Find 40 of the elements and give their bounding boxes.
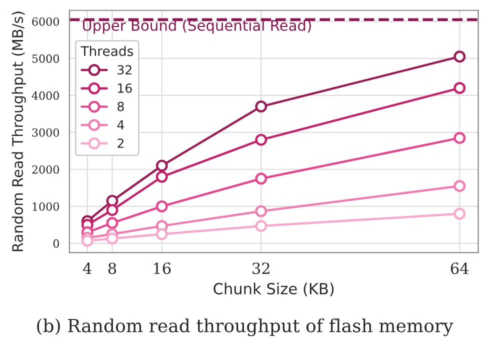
point (255, 205, 268, 218)
y-tick-label: 4000 (32, 91, 59, 100)
point (454, 132, 466, 144)
point (156, 170, 168, 183)
point (454, 180, 466, 192)
x-tick-label: 4 (83, 262, 92, 274)
text: (b) Random read throughput of flash memory (37, 318, 454, 336)
y-tick-label: 1000 (32, 202, 59, 211)
point (156, 200, 168, 212)
legend-label: 4 (117, 120, 124, 130)
point (454, 50, 466, 63)
point (106, 204, 118, 216)
x-axis-title: Chunk Size (KB) (214, 282, 334, 296)
point (156, 228, 168, 240)
legend-label: 8 (118, 102, 124, 112)
point (156, 160, 168, 172)
legend-label: 16 (118, 83, 132, 93)
point (255, 134, 268, 146)
legend-label: 2 (118, 138, 124, 148)
y-tick-label: 3000 (32, 128, 59, 137)
point (81, 234, 94, 247)
legend-label: 32 (118, 65, 132, 75)
point (255, 220, 268, 232)
y-tick-label: 6000 (32, 17, 59, 26)
y-tick-label: 0 (53, 239, 59, 248)
point (106, 232, 118, 244)
x-tick-label: 8 (108, 262, 116, 274)
legend-title: Threads (80, 46, 134, 56)
x-tick-label: 32 (252, 262, 270, 274)
ref-line-label: Upper Bound (Sequential Read) (82, 20, 311, 34)
point (454, 82, 466, 94)
point (255, 172, 268, 185)
x-tick-label: 16 (154, 262, 171, 274)
y-axis-title: Random Read Throughput (MB/s) (12, 12, 26, 252)
y-tick-label: 2000 (32, 165, 59, 174)
point (255, 100, 268, 112)
point (454, 208, 466, 220)
x-tick-label: 64 (450, 262, 469, 274)
point (106, 217, 118, 229)
y-tick-label: 5000 (32, 54, 59, 63)
